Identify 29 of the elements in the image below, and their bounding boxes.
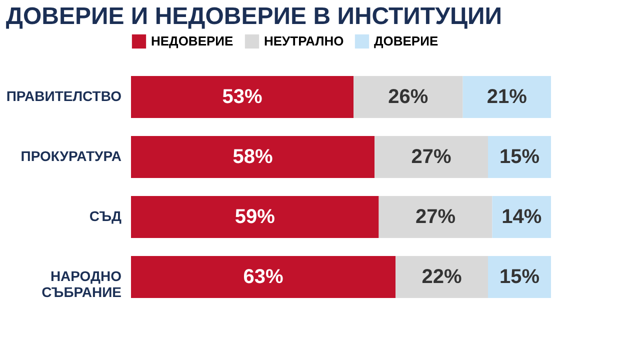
legend-label: НЕДОВЕРИЕ xyxy=(151,33,234,48)
data-label: 15% xyxy=(499,146,540,168)
data-label: 63% xyxy=(243,266,284,288)
chart-title: ДОВЕРИЕ И НЕДОВЕРИЕ В ИНСТИТУЦИИ xyxy=(6,3,502,30)
bar xyxy=(131,256,396,298)
data-label: 27% xyxy=(415,206,456,228)
bar xyxy=(396,256,488,298)
bar xyxy=(374,136,488,178)
data-label: 27% xyxy=(411,146,452,168)
y-tick-label: ПРОКУРАТУРА xyxy=(20,148,122,164)
legend-label: НЕУТРАЛНО xyxy=(264,33,344,48)
bar xyxy=(378,196,492,238)
data-label: 15% xyxy=(499,266,540,288)
bar xyxy=(131,76,354,118)
data-label: 59% xyxy=(234,206,276,228)
y-tick-label: НАРОДНО СЪБРАНИЕ xyxy=(42,268,122,300)
y-tick-label: ПРАВИТЕЛСТВО xyxy=(6,88,122,104)
data-label: 22% xyxy=(422,266,462,288)
bar xyxy=(131,196,379,238)
data-label: 53% xyxy=(222,86,263,108)
bar xyxy=(354,76,463,118)
bar xyxy=(462,76,551,118)
bar xyxy=(131,136,375,178)
data-label: 14% xyxy=(502,206,542,228)
data-label: 21% xyxy=(486,86,528,108)
data-label: 26% xyxy=(388,86,428,108)
y-tick-label: СЪД xyxy=(89,208,122,224)
legend-label: ДОВЕРИЕ xyxy=(374,33,438,48)
data-label: 58% xyxy=(232,146,274,168)
